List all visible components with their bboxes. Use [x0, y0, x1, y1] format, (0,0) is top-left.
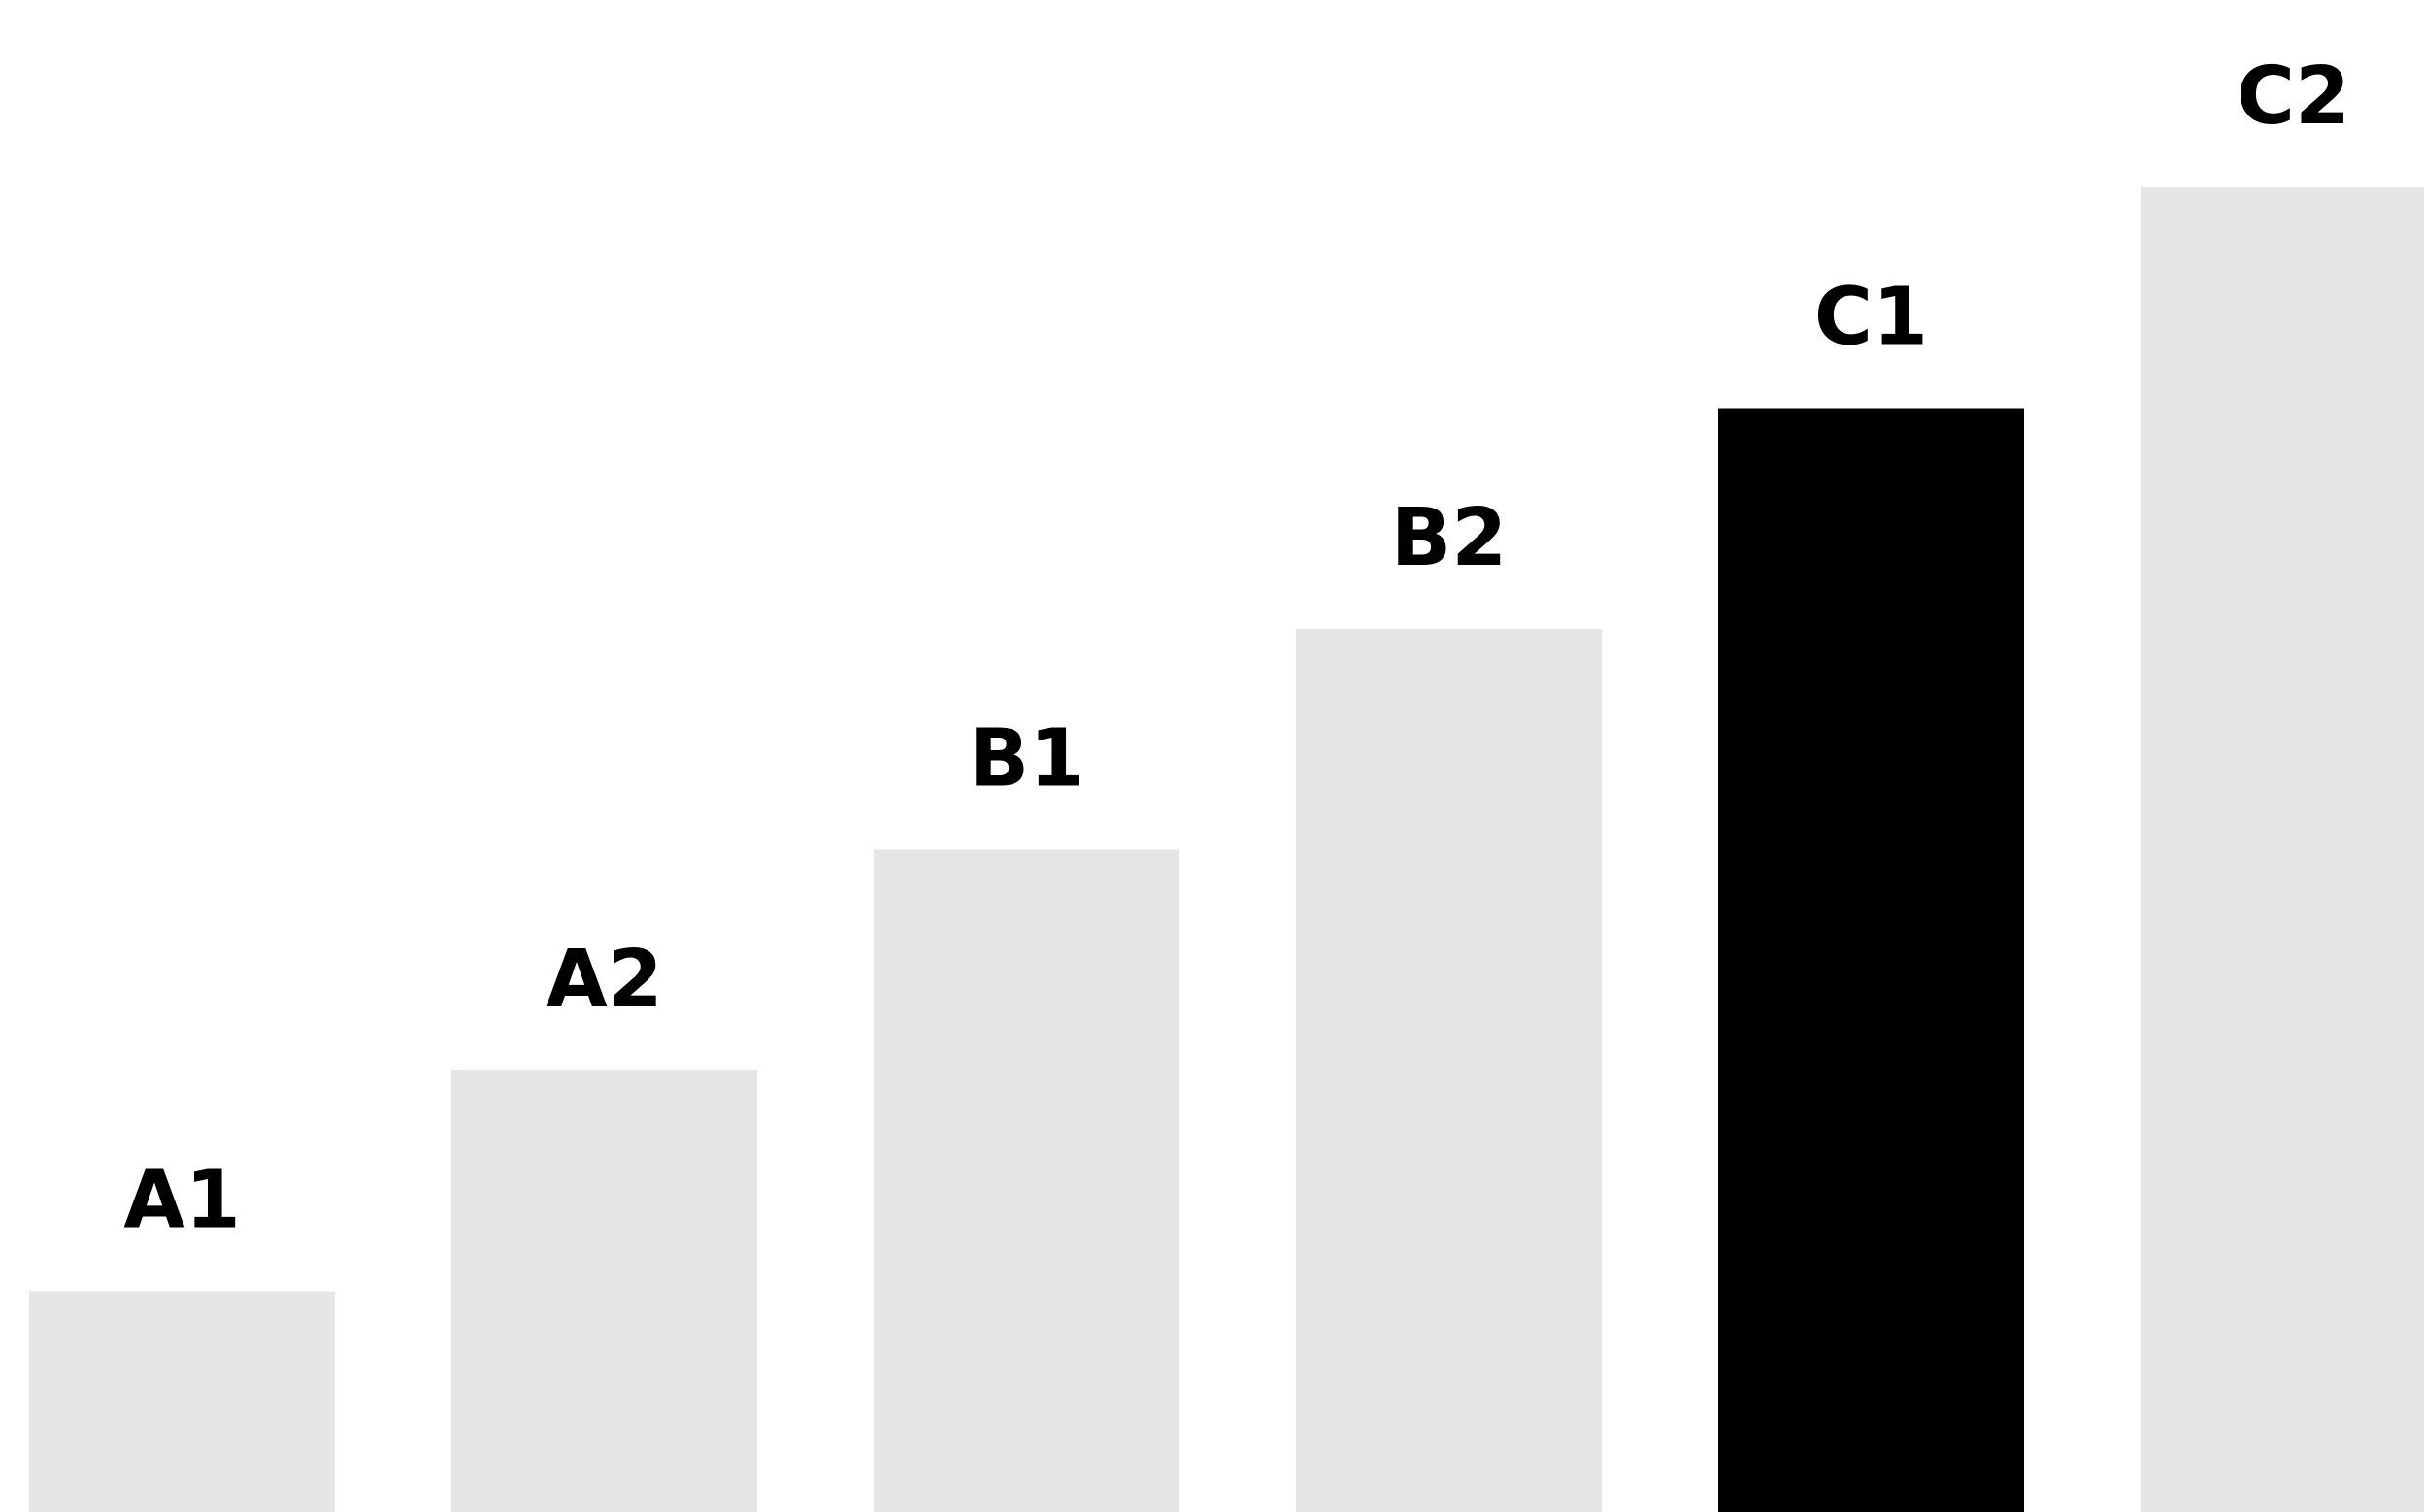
bar-a1	[29, 1291, 335, 1512]
bar-label-c2: C2	[2237, 50, 2350, 143]
bar-b2	[1296, 629, 1602, 1512]
bar-label-b1: B1	[969, 713, 1085, 805]
bar-c2	[2141, 187, 2424, 1512]
bar-c1	[1718, 408, 2024, 1512]
bar-label-b2: B2	[1391, 492, 1508, 584]
bars-layer	[29, 187, 2424, 1512]
bar-b1	[874, 849, 1179, 1512]
bar-a2	[451, 1070, 757, 1512]
bar-label-c1: C1	[1814, 272, 1928, 364]
labels-layer: A1 A2 B1 B2 C1 C2	[123, 50, 2350, 1247]
bar-label-a2: A2	[546, 934, 663, 1026]
bar-label-a1: A1	[123, 1155, 241, 1247]
